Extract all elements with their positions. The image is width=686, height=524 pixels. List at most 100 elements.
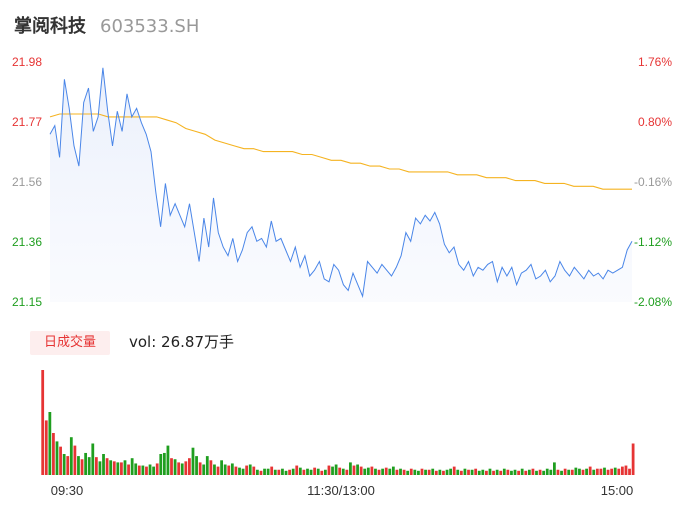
volume-bar bbox=[195, 456, 198, 475]
volume-bar bbox=[223, 464, 227, 475]
volume-bar bbox=[527, 469, 531, 475]
volume-bar bbox=[470, 469, 474, 475]
x-tick-label: 09:30 bbox=[51, 483, 84, 498]
volume-bar bbox=[123, 460, 127, 475]
volume-bar bbox=[248, 464, 252, 475]
stock-code: 603533.SH bbox=[100, 16, 200, 37]
volume-bar bbox=[381, 468, 385, 475]
volume-bar bbox=[234, 466, 238, 475]
volume-bar bbox=[499, 470, 503, 475]
volume-bar bbox=[216, 466, 220, 475]
volume-bar bbox=[377, 469, 381, 475]
volume-bar bbox=[338, 467, 342, 475]
volume-bar bbox=[148, 464, 152, 475]
volume-bar bbox=[105, 458, 109, 475]
volume-bar bbox=[384, 467, 388, 475]
volume-bar bbox=[94, 457, 98, 475]
volume-bar bbox=[145, 466, 148, 475]
volume-bar bbox=[492, 470, 495, 475]
volume-bar bbox=[188, 458, 191, 475]
volume-bar bbox=[620, 466, 624, 475]
volume-tab[interactable]: 日成交量 bbox=[30, 331, 110, 355]
volume-bar bbox=[127, 464, 130, 475]
volume-bar bbox=[306, 468, 309, 475]
volume-bar bbox=[273, 469, 277, 475]
volume-bar bbox=[556, 469, 560, 475]
volume-bar bbox=[48, 412, 52, 475]
volume-bar bbox=[316, 468, 320, 475]
volume-bar bbox=[417, 470, 420, 475]
volume-bar bbox=[374, 468, 377, 475]
volume-bar bbox=[595, 468, 599, 475]
volume-bar bbox=[284, 470, 288, 475]
volume-bar bbox=[281, 468, 284, 475]
volume-bar bbox=[560, 470, 563, 475]
volume-bar bbox=[141, 465, 145, 475]
volume-bar bbox=[80, 459, 84, 475]
volume-bar bbox=[588, 466, 592, 475]
volume-bar bbox=[420, 468, 424, 475]
volume-bar bbox=[220, 460, 223, 475]
volume-bar bbox=[624, 465, 628, 475]
volume-bar bbox=[563, 468, 567, 475]
stock-name: 掌阅科技 bbox=[14, 16, 86, 37]
volume-bar bbox=[159, 454, 163, 475]
volume-bar bbox=[578, 468, 581, 475]
volume-bar bbox=[331, 466, 334, 475]
y-tick-left: 21.15 bbox=[12, 295, 42, 309]
volume-bar bbox=[62, 454, 66, 475]
volume-bar bbox=[213, 464, 216, 475]
volume-bar bbox=[209, 460, 213, 475]
volume-bar bbox=[134, 463, 138, 475]
y-tick-right: -0.16% bbox=[634, 175, 672, 189]
volume-bar bbox=[238, 467, 241, 475]
volume-bar bbox=[628, 468, 631, 475]
volume-bar bbox=[413, 469, 417, 475]
volume-bar bbox=[506, 469, 510, 475]
volume-bar bbox=[610, 468, 614, 475]
volume-bar bbox=[542, 470, 546, 475]
volume-bar bbox=[230, 463, 234, 475]
volume-bar bbox=[334, 464, 338, 475]
x-tick-label: 11:30/13:00 bbox=[307, 483, 375, 498]
y-tick-left: 21.56 bbox=[12, 175, 42, 189]
volume-bar bbox=[442, 470, 445, 475]
volume-bar bbox=[298, 467, 302, 475]
volume-bar bbox=[84, 452, 88, 475]
volume-bar bbox=[252, 466, 256, 475]
volume-bar bbox=[524, 470, 528, 475]
volume-bar bbox=[538, 469, 542, 475]
volume-bar bbox=[570, 469, 574, 475]
price-line bbox=[49, 67, 633, 299]
volume-bar bbox=[309, 469, 313, 475]
volume-bar bbox=[452, 466, 456, 475]
volume-bar bbox=[120, 462, 123, 475]
volume-bar bbox=[166, 445, 170, 475]
volume-bar bbox=[313, 467, 317, 475]
volume-bar bbox=[603, 467, 606, 475]
volume-bar bbox=[585, 468, 588, 475]
volume-bar bbox=[613, 467, 617, 475]
volume-bar bbox=[363, 468, 367, 475]
volume-bar bbox=[162, 452, 166, 475]
volume-bar bbox=[463, 468, 467, 475]
volume-bar bbox=[205, 456, 209, 475]
volume-bar bbox=[341, 468, 345, 475]
volume-bar bbox=[545, 468, 549, 475]
y-tick-right: 1.76% bbox=[638, 55, 672, 69]
volume-bar bbox=[445, 469, 449, 475]
volume-bar bbox=[606, 469, 610, 475]
y-tick-right: 0.80% bbox=[638, 115, 672, 129]
volume-readout: vol: 26.87万手 bbox=[129, 333, 234, 351]
volume-bar bbox=[617, 468, 621, 475]
volume-bar bbox=[91, 443, 95, 475]
volume-bar bbox=[495, 469, 499, 475]
volume-bar bbox=[137, 465, 141, 475]
volume-bar bbox=[391, 466, 395, 475]
volume-bar bbox=[631, 443, 635, 475]
volume-bar bbox=[112, 461, 116, 475]
volume-bar bbox=[170, 458, 173, 475]
volume-bar bbox=[599, 468, 603, 475]
volume-bar bbox=[59, 446, 62, 475]
volume-bar bbox=[323, 469, 327, 475]
